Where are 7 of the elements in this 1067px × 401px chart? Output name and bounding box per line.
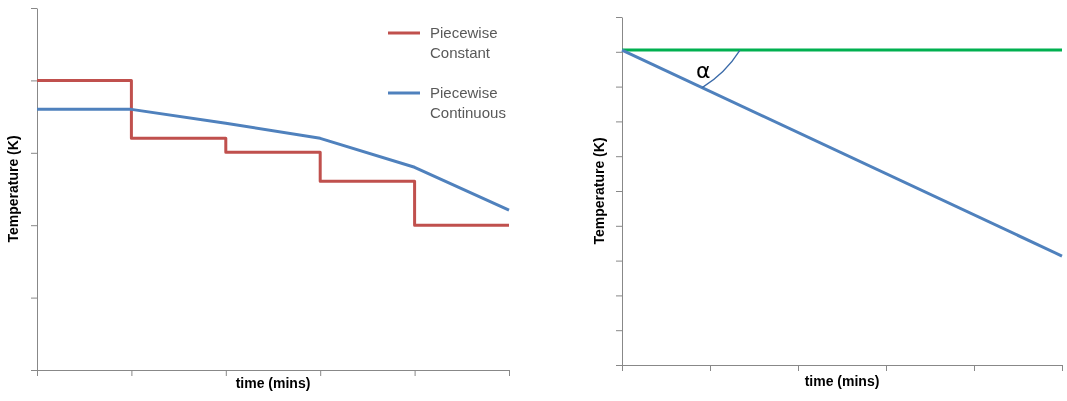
x-axis-title: time (mins) [235, 375, 311, 391]
legend-label: Piecewise Continuous [430, 84, 506, 121]
annotation: α [696, 58, 711, 84]
x-axis-title: time (mins) [804, 373, 880, 389]
y-axis-title: Temperature (K) [5, 135, 21, 243]
y-axis-title: Temperature (K) [591, 137, 607, 245]
legend-label: Piecewise Constant [430, 24, 498, 61]
